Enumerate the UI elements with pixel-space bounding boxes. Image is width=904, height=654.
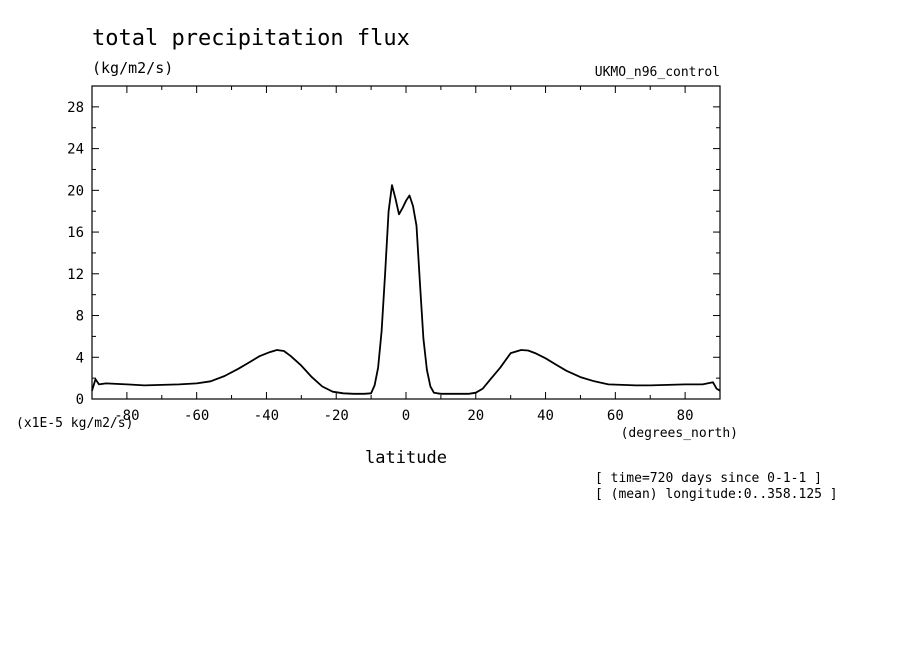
y-tick-label: 28 bbox=[67, 100, 84, 116]
precipitation-series-line bbox=[91, 184, 721, 395]
chart-title: total precipitation flux bbox=[92, 26, 410, 51]
y-tick-label: 16 bbox=[67, 225, 84, 241]
y-tick-labels: 0 4 8 12 16 20 24 28 bbox=[67, 100, 84, 408]
dataset-label: UKMO_n96_control bbox=[595, 65, 720, 80]
x-tick-label: -60 bbox=[184, 408, 209, 424]
units-label: (kg/m2/s) bbox=[92, 59, 173, 77]
y-tick-label: 4 bbox=[76, 350, 84, 366]
x-tick-label: 0 bbox=[402, 408, 410, 424]
x-tick-label: -80 bbox=[114, 408, 139, 424]
x-tick-label: -20 bbox=[324, 408, 349, 424]
y-tick-label: 12 bbox=[67, 267, 84, 283]
y-tick-label: 8 bbox=[76, 309, 84, 325]
x-tick-label: 40 bbox=[537, 408, 554, 424]
y-tick-label: 24 bbox=[67, 142, 84, 158]
scale-note: (x1E-5 kg/m2/s) bbox=[16, 416, 133, 431]
footnote-longitude: [ (mean) longitude:0..358.125 ] bbox=[595, 487, 838, 502]
axis-ticks bbox=[91, 85, 721, 400]
x-tick-labels: -80 -60 -40 -20 0 20 40 60 80 bbox=[114, 408, 693, 424]
y-tick-label: 20 bbox=[67, 183, 84, 199]
footnote-time: [ time=720 days since 0-1-1 ] bbox=[595, 471, 822, 486]
plot-frame bbox=[91, 85, 721, 400]
x-tick-label: 80 bbox=[677, 408, 694, 424]
x-axis-label: latitude bbox=[365, 448, 447, 468]
y-tick-label: 0 bbox=[76, 392, 84, 408]
x-tick-label: -40 bbox=[254, 408, 279, 424]
x-units-label: (degrees_north) bbox=[621, 426, 738, 441]
x-tick-label: 60 bbox=[607, 408, 624, 424]
x-tick-label: 20 bbox=[467, 408, 484, 424]
